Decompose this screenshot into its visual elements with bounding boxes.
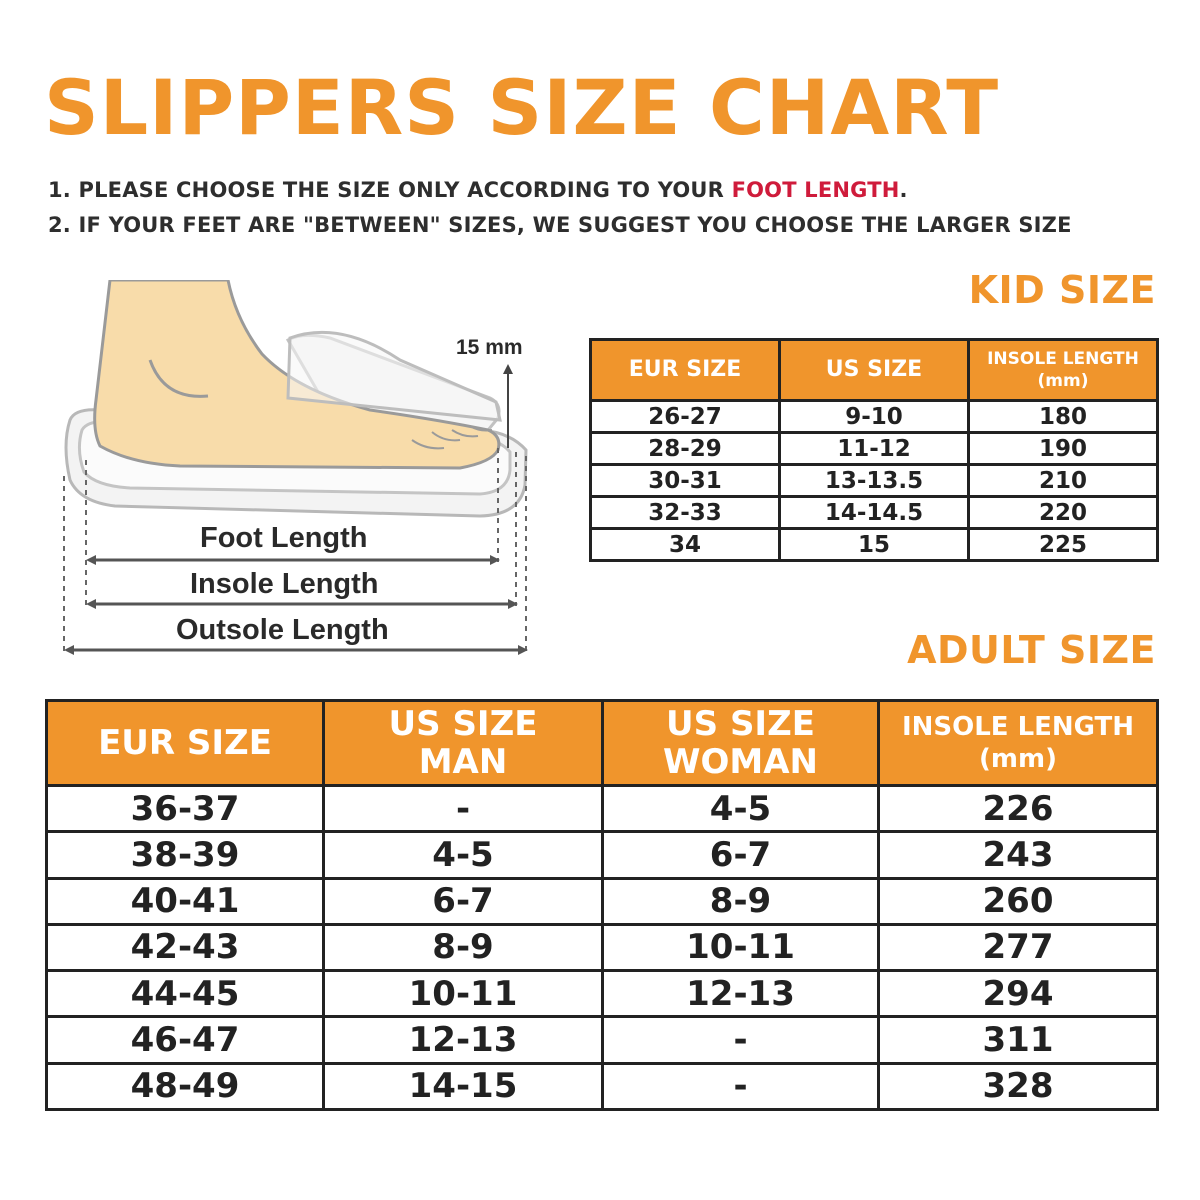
kid-size-table: EUR SIZE US SIZE INSOLE LENGTH (mm) 26-2…: [589, 338, 1159, 562]
instruction-line-2: 2. IF YOUR FEET ARE "BETWEEN" SIZES, WE …: [48, 213, 1072, 237]
adult-table-cell: 10-11: [601, 922, 880, 973]
adult-table-cell: 12-13: [322, 1015, 604, 1065]
kid-table-cell: 180: [967, 399, 1159, 434]
kid-table-cell: 30-31: [589, 463, 781, 498]
foot-measurement-diagram: 15 mm Foot Length Insole Length Outsole …: [40, 278, 560, 670]
adult-table-cell: -: [322, 783, 604, 834]
adult-table-cell: 328: [877, 1061, 1159, 1112]
kid-table-cell: 14-14.5: [778, 495, 970, 530]
adult-size-table: EUR SIZE US SIZE MAN US SIZE WOMAN INSOL…: [45, 699, 1159, 1112]
kid-header-row: EUR SIZE US SIZE INSOLE LENGTH (mm): [589, 338, 1159, 402]
foot-length-label: Foot Length: [200, 522, 368, 554]
adult-header-us-man: US SIZE MAN: [322, 699, 604, 787]
adult-table-row: 46-47 12-13-311: [45, 1015, 1159, 1065]
adult-table-cell: 243: [877, 830, 1159, 880]
adult-table-cell: 48-49: [45, 1061, 325, 1112]
kid-table-cell: 9-10: [778, 399, 970, 434]
kid-table-row: 26-27 9-10 180: [589, 399, 1159, 434]
adult-table-cell: 277: [877, 922, 1159, 973]
instruction-line-1: 1. PLEASE CHOOSE THE SIZE ONLY ACCORDING…: [48, 175, 1168, 205]
adult-table-cell: 6-7: [322, 876, 604, 926]
adult-table-row: 40-41 6-7 8-9 260: [45, 876, 1159, 926]
adult-table-row: 48-49 14-15-328: [45, 1061, 1159, 1112]
adult-table-cell: -: [601, 1061, 880, 1112]
adult-table-cell: 44-45: [45, 969, 325, 1019]
adult-table-cell: -: [601, 1015, 880, 1065]
adult-header-insole: INSOLE LENGTH (mm): [877, 699, 1159, 787]
kid-header-insole: INSOLE LENGTH (mm): [967, 338, 1159, 402]
kid-table-row: 32-33 14-14.5 220: [589, 495, 1159, 530]
adult-table-cell: 42-43: [45, 922, 325, 973]
kid-header-eur: EUR SIZE: [589, 338, 781, 402]
instruction-line-1-end: .: [899, 178, 908, 202]
kid-table-cell: 32-33: [589, 495, 781, 530]
kid-table-row: 34 15 225: [589, 527, 1159, 562]
adult-header-eur: EUR SIZE: [45, 699, 325, 787]
gap-15mm-label: 15 mm: [456, 336, 523, 359]
adult-table-cell: 4-5: [601, 783, 880, 834]
kid-table-cell: 15: [778, 527, 970, 562]
adult-header-row: EUR SIZE US SIZE MAN US SIZE WOMAN INSOL…: [45, 699, 1159, 787]
adult-table-cell: 14-15: [322, 1061, 604, 1112]
adult-table-row: 38-39 4-5 6-7 243: [45, 830, 1159, 880]
outsole-length-label: Outsole Length: [176, 614, 389, 646]
page-title: SLIPPERS SIZE CHART: [44, 63, 1000, 152]
kid-table-cell: 26-27: [589, 399, 781, 434]
adult-table-cell: 38-39: [45, 830, 325, 880]
kid-table-cell: 11-12: [778, 431, 970, 466]
adult-header-us-woman: US SIZE WOMAN: [601, 699, 880, 787]
kid-size-heading: KID SIZE: [968, 268, 1156, 312]
adult-table-cell: 4-5: [322, 830, 604, 880]
adult-table-cell: 46-47: [45, 1015, 325, 1065]
foot-slipper-illustration: [63, 278, 528, 655]
adult-table-cell: 36-37: [45, 783, 325, 834]
foot-length-highlight: FOOT LENGTH: [731, 178, 900, 202]
kid-table-row: 28-29 11-12 190: [589, 431, 1159, 466]
kid-table-cell: 34: [589, 527, 781, 562]
adult-table-cell: 12-13: [601, 969, 880, 1019]
adult-table-cell: 8-9: [322, 922, 604, 973]
kid-table-cell: 190: [967, 431, 1159, 466]
kid-table-cell: 225: [967, 527, 1159, 562]
adult-table-cell: 260: [877, 876, 1159, 926]
adult-table-row: 36-37-4-5 226: [45, 783, 1159, 834]
kid-table-cell: 28-29: [589, 431, 781, 466]
adult-table-cell: 8-9: [601, 876, 880, 926]
adult-size-heading: ADULT SIZE: [907, 628, 1156, 672]
adult-table-cell: 10-11: [322, 969, 604, 1019]
kid-table-cell: 210: [967, 463, 1159, 498]
kid-table-cell: 13-13.5: [778, 463, 970, 498]
adult-table-cell: 294: [877, 969, 1159, 1019]
adult-table-cell: 226: [877, 783, 1159, 834]
kid-table-row: 30-31 13-13.5 210: [589, 463, 1159, 498]
adult-table-row: 44-45 10-11 12-13 294: [45, 969, 1159, 1019]
adult-table-row: 42-43 8-9 10-11 277: [45, 922, 1159, 973]
adult-table-cell: 6-7: [601, 830, 880, 880]
instruction-line-1-text: 1. PLEASE CHOOSE THE SIZE ONLY ACCORDING…: [48, 178, 732, 202]
kid-table-cell: 220: [967, 495, 1159, 530]
adult-table-cell: 311: [877, 1015, 1159, 1065]
insole-length-label: Insole Length: [190, 568, 379, 600]
adult-table-cell: 40-41: [45, 876, 325, 926]
kid-header-us: US SIZE: [778, 338, 970, 402]
